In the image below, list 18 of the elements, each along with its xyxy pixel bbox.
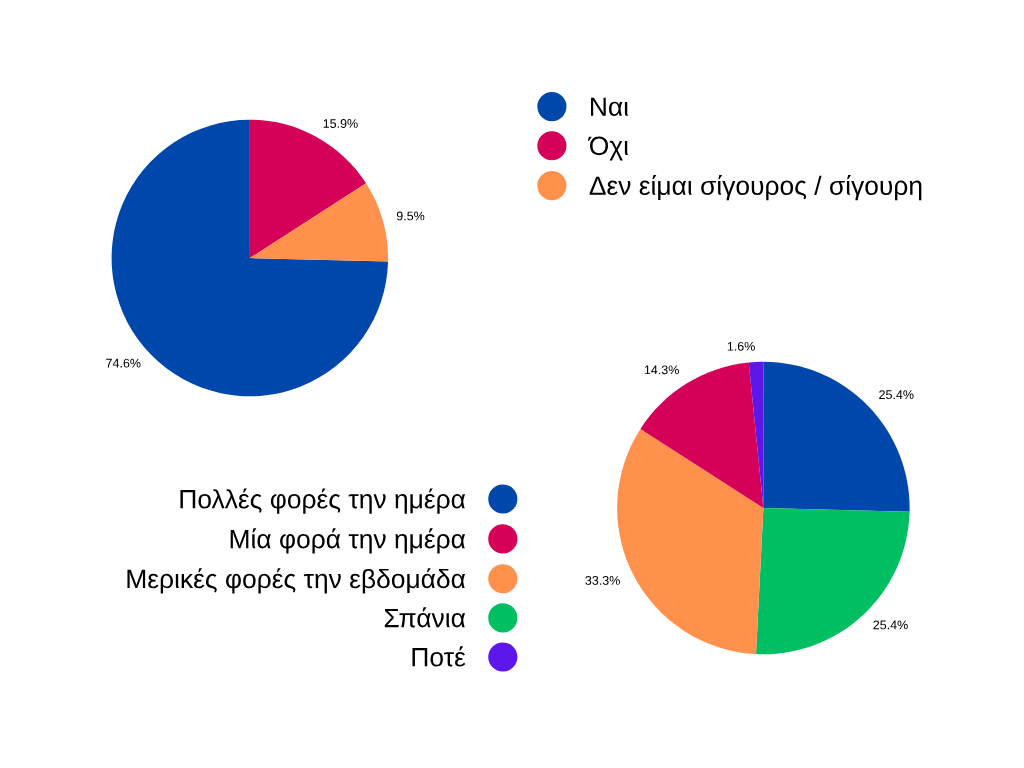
pie-slice (249, 183, 389, 262)
data-label: 33.3% (585, 576, 620, 585)
data-label: 14.3% (644, 365, 679, 375)
data-label: 9.5% (396, 211, 425, 221)
legend-label: Δεν είμαι σίγουρος / σίγουρη (589, 174, 922, 201)
legend-label: Ποτέ (412, 646, 466, 667)
legend-label: Σπάνια (384, 607, 466, 628)
legend-label: Πολλές φορές την ημέρα (180, 488, 466, 514)
data-label: 25.4% (873, 620, 908, 630)
legend-label: Ναι (591, 97, 629, 117)
legend-label: Όχι (587, 136, 629, 161)
data-label: 25.4% (879, 390, 914, 400)
legend-label: Μία φορά την ημέρα (230, 528, 466, 554)
pie-slice (249, 119, 367, 259)
data-label: 15.9% (323, 119, 358, 128)
data-label: 74.6% (106, 358, 141, 368)
legend-label: Μερικές φορές την εβδομάδα (127, 568, 466, 594)
data-label: 1.6% (727, 341, 755, 351)
